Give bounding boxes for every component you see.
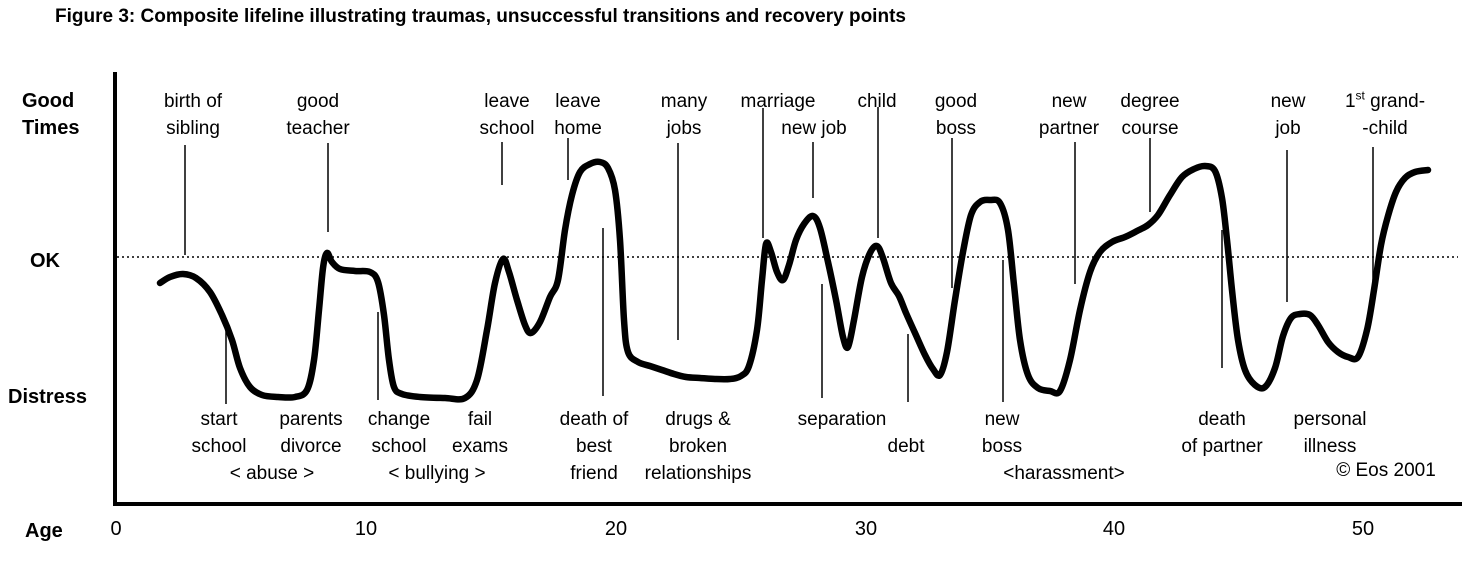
event-label-bad: death of best friend — [559, 409, 629, 484]
event-label-good: leave school — [479, 91, 535, 139]
x-tick-label: 50 — [1351, 518, 1375, 540]
event-label-bad: < bullying > — [388, 463, 486, 484]
event-label-bad: start school — [191, 409, 247, 457]
event-label-good: birth of sibling — [163, 91, 223, 139]
x-tick-label: 40 — [1102, 518, 1126, 540]
event-label-good: degree course — [1120, 91, 1180, 139]
event-label-bad: fail exams — [452, 409, 508, 457]
event-label-good: new partner — [1038, 91, 1100, 139]
event-label-bad: < abuse > — [229, 463, 315, 484]
event-label-good: marriage — [740, 91, 816, 112]
event-label-good: new job — [1270, 91, 1306, 139]
event-label-bad: death of partner — [1181, 409, 1263, 457]
event-label-good: 1st grand- -child — [1344, 88, 1426, 139]
x-tick-label: 20 — [604, 518, 628, 540]
event-label-bad: debt — [887, 436, 925, 457]
x-axis-title: Age — [25, 520, 63, 542]
event-label-good: new job — [781, 118, 847, 139]
copyright-label: © Eos 2001 — [1336, 460, 1436, 481]
event-label-good: good teacher — [286, 91, 350, 139]
x-tick-label: 0 — [110, 518, 122, 540]
y-label-distress: Distress — [8, 386, 87, 408]
event-label-bad: personal illness — [1293, 409, 1367, 457]
y-label-good-times: Good Times — [22, 90, 80, 139]
event-label-good: many jobs — [660, 91, 708, 139]
event-label-good: leave home — [554, 91, 602, 139]
lifeline-curve — [156, 158, 1432, 403]
event-label-bad: separation — [797, 409, 887, 430]
event-label-bad: change school — [367, 409, 431, 457]
event-label-bad: parents divorce — [279, 409, 343, 457]
event-label-good: good boss — [934, 91, 978, 139]
y-label-ok: OK — [30, 250, 60, 272]
figure-title: Figure 3: Composite lifeline illustratin… — [55, 6, 906, 27]
x-tick-label: 30 — [854, 518, 878, 540]
event-label-bad: new boss — [981, 409, 1023, 457]
event-label-bad: <harassment> — [1003, 463, 1125, 484]
event-label-bad: drugs & broken relationships — [644, 409, 752, 484]
x-tick-label: 10 — [354, 518, 378, 540]
event-label-good: child — [857, 91, 897, 112]
